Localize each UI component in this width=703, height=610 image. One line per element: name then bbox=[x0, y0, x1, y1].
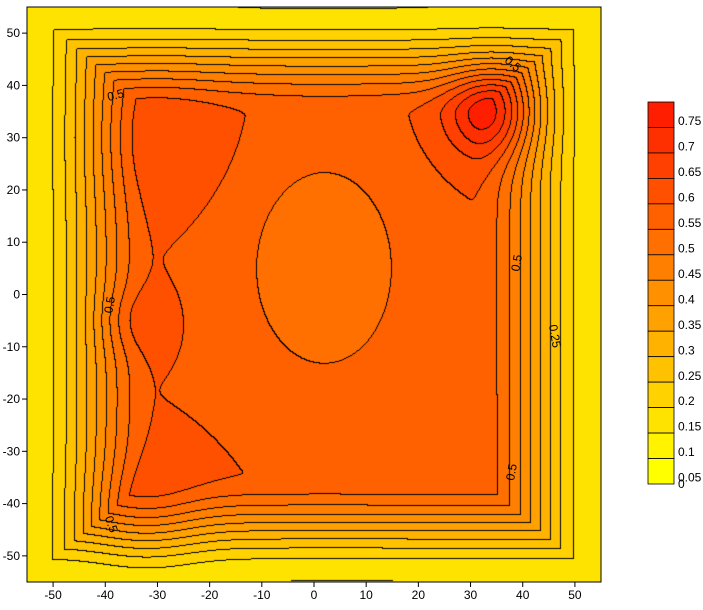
colorbar-swatch bbox=[647, 203, 675, 230]
colorbar-swatch bbox=[647, 127, 675, 154]
x-tick-label: 40 bbox=[516, 588, 530, 602]
y-tick-label: -40 bbox=[3, 497, 21, 511]
colorbar-swatch bbox=[647, 254, 675, 281]
colorbar-swatch bbox=[647, 228, 675, 256]
contour-label: 0.5 bbox=[106, 86, 126, 104]
colorbar-swatch bbox=[647, 279, 675, 307]
y-tick-label: 0 bbox=[13, 288, 20, 302]
colorbar-label: 0.6 bbox=[678, 191, 695, 205]
y-tick-label: 50 bbox=[7, 26, 21, 40]
x-tick-label: 10 bbox=[360, 588, 374, 602]
colorbar-swatch bbox=[647, 432, 675, 459]
contour-label: 0.25 bbox=[546, 323, 564, 349]
contour-label: 0.5 bbox=[503, 462, 520, 481]
y-tick-label: -20 bbox=[3, 392, 21, 406]
colorbar-swatch bbox=[647, 381, 675, 408]
y-tick-label: 10 bbox=[7, 235, 21, 249]
colorbar-swatch bbox=[647, 458, 675, 485]
colorbar: 0.75 0.7 0.65 0.6 0.55 0.5 0.45 0.4 0.35 0.3 0.25 0… bbox=[647, 101, 702, 491]
y-tick-label: 40 bbox=[7, 78, 21, 92]
colorbar-label: 0.3 bbox=[678, 343, 695, 357]
x-tick-label: -10 bbox=[253, 588, 271, 602]
colorbar-label: 0 bbox=[678, 477, 685, 491]
colorbar-label: 0.65 bbox=[678, 165, 702, 179]
colorbar-label: 0.4 bbox=[678, 292, 695, 306]
colorbar-label: 0.75 bbox=[678, 114, 702, 128]
x-tick-label: 0 bbox=[311, 588, 318, 602]
x-tick-label: 30 bbox=[464, 588, 478, 602]
colorbar-swatch bbox=[647, 152, 675, 179]
colorbar-swatch bbox=[647, 101, 675, 128]
x-tick-label: 20 bbox=[412, 588, 426, 602]
colorbar-label: 0.1 bbox=[678, 445, 695, 459]
colorbar-label: 0.55 bbox=[678, 216, 702, 230]
y-tick-label: -10 bbox=[3, 340, 21, 354]
y-tick-label: 20 bbox=[7, 183, 21, 197]
colorbar-label: 0.7 bbox=[678, 140, 695, 154]
colorbar-label: 0.25 bbox=[678, 369, 702, 383]
x-tick-label: -50 bbox=[44, 588, 62, 602]
colorbar-label: 0.45 bbox=[678, 267, 702, 281]
plot-area: 0.50.50.50.50.50.50.25 bbox=[26, 6, 602, 583]
colorbar-swatch bbox=[647, 305, 675, 332]
x-tick-label: -30 bbox=[149, 588, 167, 602]
colorbar-label: 0.15 bbox=[678, 420, 702, 434]
colorbar-label: 0.05 bbox=[678, 471, 702, 485]
contour-label: 0.5 bbox=[508, 253, 525, 272]
x-tick-label: -40 bbox=[97, 588, 115, 602]
contour-fill bbox=[27, 7, 601, 582]
colorbar-label: 0.35 bbox=[678, 318, 702, 332]
contour-label: 0.5 bbox=[101, 295, 118, 314]
contour-label: 0.5 bbox=[102, 514, 121, 535]
x-tick-label: 50 bbox=[568, 588, 582, 602]
y-tick-label: 30 bbox=[7, 131, 21, 145]
axes: -50 -40 -30 -20 -10 0 10 20 30 40 50 50 40 30 20 10 0 -10… bbox=[3, 26, 582, 602]
colorbar-swatch bbox=[647, 407, 675, 434]
colorbar-swatch bbox=[647, 330, 675, 358]
y-tick-label: -50 bbox=[3, 549, 21, 563]
colorbar-label: 0.2 bbox=[678, 394, 695, 408]
colorbar-label: 0.5 bbox=[678, 241, 695, 255]
x-tick-label: -20 bbox=[201, 588, 219, 602]
colorbar-swatch bbox=[647, 177, 675, 205]
y-tick-label: -30 bbox=[3, 444, 21, 458]
colorbar-swatch bbox=[647, 356, 675, 383]
